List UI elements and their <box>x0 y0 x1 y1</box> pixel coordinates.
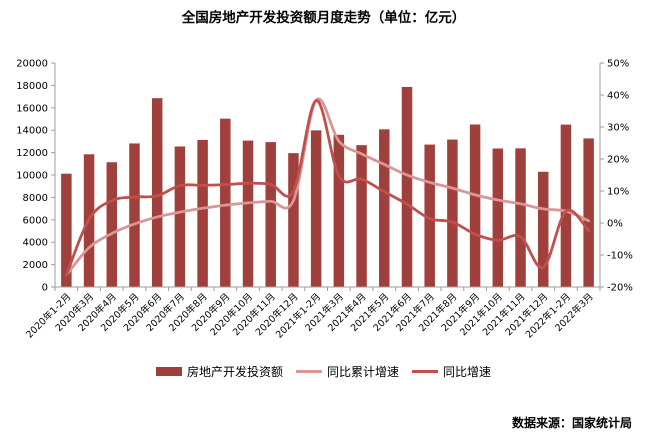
bar <box>242 140 254 287</box>
bar-series-swatch <box>155 366 182 376</box>
y-axis-right-tick-label: 10% <box>607 187 629 198</box>
y-axis-right-tick-label: 30% <box>607 123 629 134</box>
bar <box>310 130 322 287</box>
y-axis-right-tick-label: 20% <box>607 155 629 166</box>
legend-label-cumulative-growth: 同比累计增速 <box>326 364 399 379</box>
bar <box>61 173 72 287</box>
y-axis-right-tick-label: 0% <box>607 219 623 230</box>
cumulative-line-swatch <box>295 369 322 373</box>
y-axis-tick-label: 4000 <box>23 238 48 249</box>
legend-label-yoy-growth: 同比增速 <box>443 364 492 379</box>
y-axis-right-tick-label: 40% <box>607 91 629 102</box>
y-axis-tick-label: 20000 <box>16 59 48 70</box>
yoy-cumulative-growth-line <box>64 97 591 277</box>
bar <box>447 139 458 287</box>
bar <box>424 144 435 287</box>
legend-label-investment: 房地产开发投资额 <box>186 364 283 379</box>
bar <box>492 148 504 287</box>
bar <box>379 129 390 287</box>
bar <box>129 143 140 287</box>
y-axis-tick-label: 10000 <box>16 171 48 182</box>
y-axis-tick-label: 0 <box>42 283 48 294</box>
y-axis-tick-label: 8000 <box>23 193 48 204</box>
bar <box>537 171 549 287</box>
bar <box>106 162 118 287</box>
bar <box>356 145 367 287</box>
y-axis-tick-label: 18000 <box>16 81 48 92</box>
bar <box>197 139 208 287</box>
y-axis-tick-label: 6000 <box>23 215 48 226</box>
bar <box>288 153 299 287</box>
chart-title: 全国房地产开发投资额月度走势（单位：亿元） <box>181 10 466 26</box>
bar <box>583 138 594 287</box>
y-axis-right-tick-label: 50% <box>607 59 629 70</box>
y-axis-right-tick-label: -20% <box>607 283 633 294</box>
y-axis-tick-label: 14000 <box>16 126 48 137</box>
y-axis-tick-label: 16000 <box>16 103 48 114</box>
legend-item-cumulative-growth: 同比累计增速 <box>295 363 399 380</box>
yoy-line-swatch <box>412 369 438 373</box>
bar <box>174 146 186 287</box>
y-axis-tick-label: 12000 <box>16 148 48 159</box>
y-axis-tick-label: 2000 <box>23 260 48 271</box>
bar <box>401 86 413 287</box>
y-axis-right-tick-label: -10% <box>607 251 633 262</box>
data-source: 数据来源：国家统计局 <box>511 416 632 430</box>
bar <box>515 148 526 287</box>
bar <box>265 142 276 287</box>
bar <box>560 124 572 287</box>
legend-item-yoy-growth: 同比增速 <box>412 363 491 380</box>
chart-legend: 房地产开发投资额 同比累计增速 同比增速 <box>0 363 647 379</box>
bar <box>469 124 481 287</box>
yoy-growth-line <box>64 99 591 277</box>
legend-item-investment: 房地产开发投资额 <box>155 363 283 380</box>
bar <box>333 134 345 287</box>
bar <box>151 98 163 287</box>
bar <box>220 118 231 287</box>
